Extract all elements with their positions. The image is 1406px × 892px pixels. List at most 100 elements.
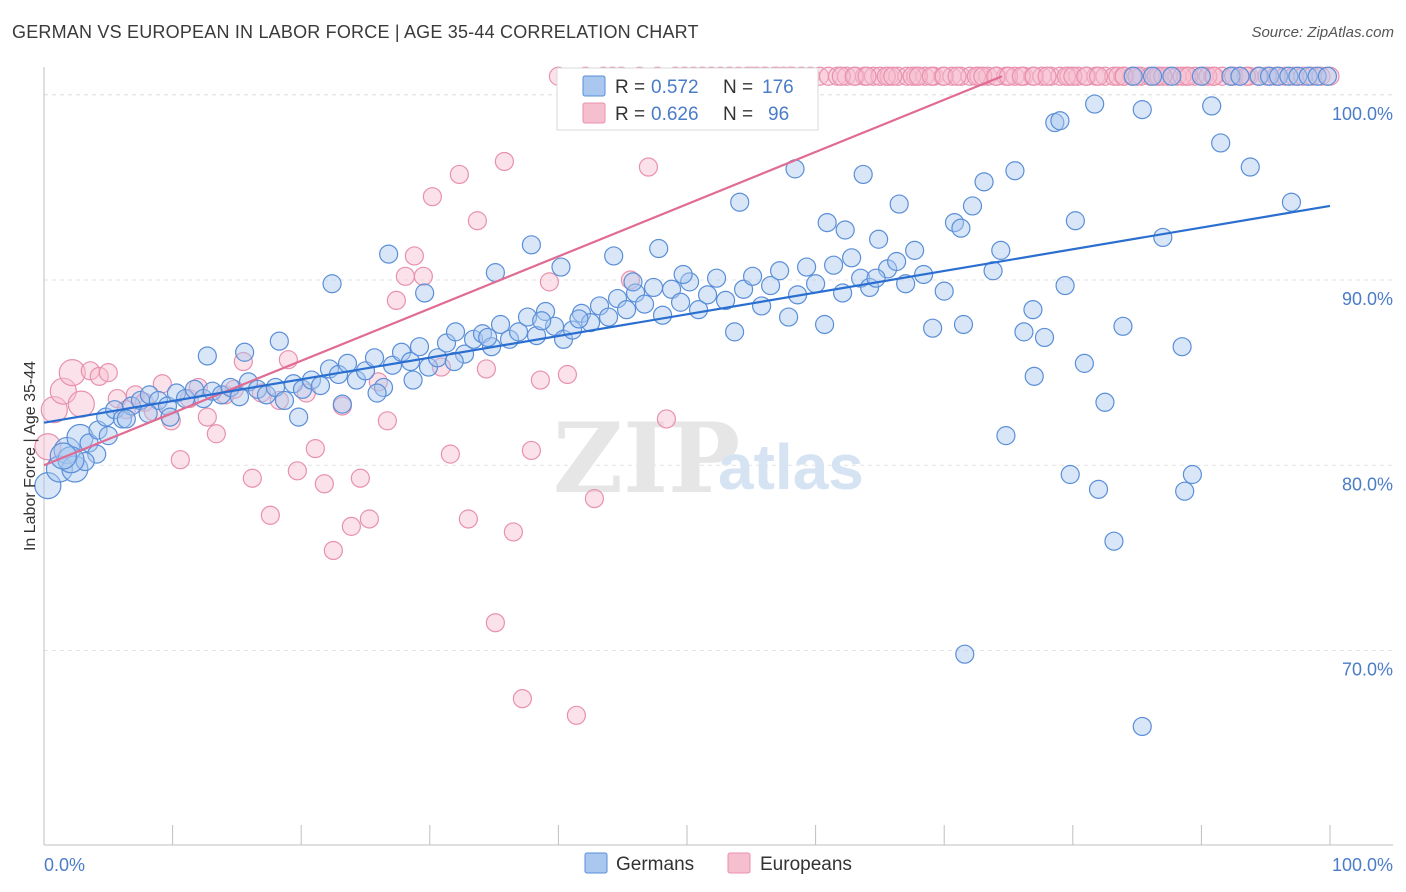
series-legend-swatch-europeans (727, 852, 751, 874)
europeans-point (98, 363, 118, 383)
germans-point (521, 235, 541, 255)
germans-point (1142, 66, 1163, 86)
europeans-point (404, 246, 424, 266)
germans-point (769, 261, 790, 281)
germans-point (1113, 316, 1133, 336)
europeans-point (377, 411, 397, 431)
europeans-point (902, 66, 922, 86)
germans-point (996, 426, 1016, 446)
europeans-point (1108, 66, 1128, 86)
germans-point (478, 327, 498, 348)
germans-point (835, 220, 855, 240)
germans-point (905, 240, 925, 260)
europeans-point (1056, 66, 1076, 86)
germans-point (815, 314, 835, 335)
germans-point (274, 390, 295, 411)
germans-point (887, 251, 907, 272)
germans-point (409, 337, 430, 357)
germans-point (415, 283, 435, 303)
germans-point (1074, 353, 1094, 373)
germans-trend-line (43, 204, 1331, 424)
germans-point (974, 172, 994, 192)
germans-point (289, 407, 309, 427)
europeans-point (323, 540, 343, 561)
legend-r-value-germans: 0.572 (651, 77, 699, 98)
germans-point (1153, 227, 1173, 248)
y-tick-label: 80.0% (1342, 474, 1393, 494)
germans-point (962, 196, 983, 216)
germans-point (1191, 66, 1212, 86)
germans-point (934, 281, 954, 301)
germans-point (1230, 66, 1250, 86)
series-legend: Germans Europeans (584, 852, 852, 875)
germans-point (652, 305, 673, 325)
germans-point (889, 194, 909, 214)
germans-point (1162, 66, 1182, 86)
germans-point (1034, 327, 1055, 348)
germans-point (1095, 392, 1115, 412)
germans-point (598, 307, 619, 327)
germans-point (951, 218, 971, 238)
europeans-point (449, 164, 469, 185)
europeans-point (584, 489, 605, 509)
axes (43, 67, 1393, 846)
europeans-point (287, 461, 307, 481)
europeans-trend-line (43, 75, 1003, 467)
legend-n-label-germans: N = (723, 77, 753, 98)
germans-point (1317, 66, 1338, 86)
europeans-point (476, 359, 496, 379)
europeans-point (1088, 66, 1109, 86)
europeans-point (170, 450, 190, 470)
germans-point (853, 164, 873, 185)
germans-point (649, 238, 669, 259)
europeans-point (422, 187, 442, 207)
source-label: Source: ZipAtlas.com (1251, 24, 1394, 41)
germans-point (517, 307, 538, 327)
germans-point (1172, 337, 1192, 357)
germans-point (1050, 111, 1070, 131)
germans-point (116, 409, 136, 429)
europeans-point (197, 407, 217, 427)
legend-swatch-europeans (582, 102, 606, 124)
germans-point (1014, 322, 1034, 342)
germans-point (1132, 100, 1152, 120)
germans-point (1281, 192, 1302, 212)
watermark-atlas: atlas (718, 431, 864, 503)
europeans-point (440, 444, 460, 464)
legend-n-value-europeans: 96 (768, 104, 789, 125)
watermark-zip: ZIP (553, 402, 740, 515)
germans-point (364, 348, 385, 368)
germans-point (1005, 161, 1025, 181)
germans-point (623, 272, 643, 292)
germans-point (634, 294, 655, 314)
series-legend-label-europeans: Europeans (760, 854, 852, 875)
y-tick-label: 100.0% (1332, 104, 1393, 124)
europeans-point (395, 266, 415, 286)
germans-point (310, 376, 331, 396)
europeans-point (341, 516, 361, 536)
germans-point (953, 314, 974, 335)
germans-point (670, 292, 691, 312)
europeans-point (947, 66, 967, 86)
europeans-point (521, 440, 541, 461)
germans-point (1085, 94, 1105, 114)
europeans-point (638, 157, 659, 177)
legend-r-value-europeans: 0.626 (651, 104, 699, 125)
x-tick-label-max: 100.0% (1332, 855, 1393, 875)
germans-point (1202, 96, 1222, 116)
europeans-point (260, 505, 280, 525)
europeans-point (305, 438, 325, 459)
europeans-point (467, 211, 487, 231)
europeans-point (857, 66, 877, 86)
germans-point (269, 331, 289, 351)
europeans-point (413, 266, 433, 286)
y-tick-labels: 70.0% 80.0% 90.0% 100.0% (1332, 104, 1393, 680)
germans-point (569, 309, 589, 329)
europeans-point (494, 151, 514, 172)
germans-point (616, 300, 637, 320)
germans-point (75, 451, 95, 472)
germans-point (796, 257, 817, 277)
europeans-point (58, 359, 86, 387)
europeans-point (503, 522, 523, 542)
